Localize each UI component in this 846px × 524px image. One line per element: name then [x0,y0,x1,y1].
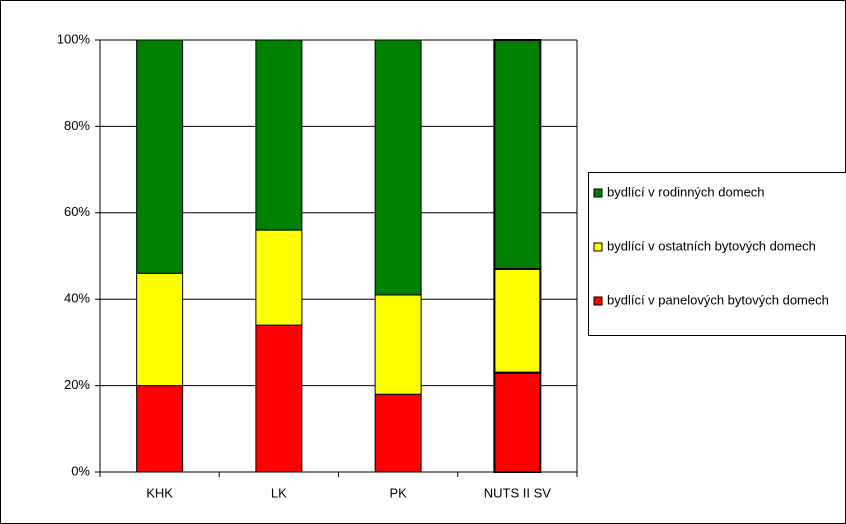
legend-label: bydlící v rodinných domech [607,184,765,199]
legend-label: bydlící v ostatních bytových domech [607,238,816,253]
bar-segment [136,385,184,473]
x-tick-label: PK [389,485,407,500]
y-tick-label: 80% [64,118,90,133]
y-tick-label: 40% [64,291,90,306]
y-tick-label: 0% [71,463,90,478]
bar-segment [374,294,422,395]
x-tick-label: KHK [146,485,173,500]
bar-segment [136,272,184,387]
bar-segment [374,393,422,473]
bar-segment [136,39,184,274]
bar-segment [493,39,542,270]
y-tick-label: 60% [64,204,90,219]
x-tick-label: NUTS II SV [484,485,552,500]
x-tick-label: LK [271,485,287,500]
y-tick-label: 100% [57,31,91,46]
legend-swatch [593,188,603,198]
bar-segment [255,324,303,473]
legend-box [588,172,846,336]
bar-segment [255,39,303,231]
legend-swatch [593,296,603,306]
legend-label: bydlící v panelových bytových domech [607,292,829,307]
legend-swatch [593,242,603,252]
bar-segment [493,267,542,374]
bar-segment [255,229,303,326]
bar-segment [374,39,422,296]
y-tick-label: 20% [64,377,90,392]
bar-segment [493,371,542,474]
